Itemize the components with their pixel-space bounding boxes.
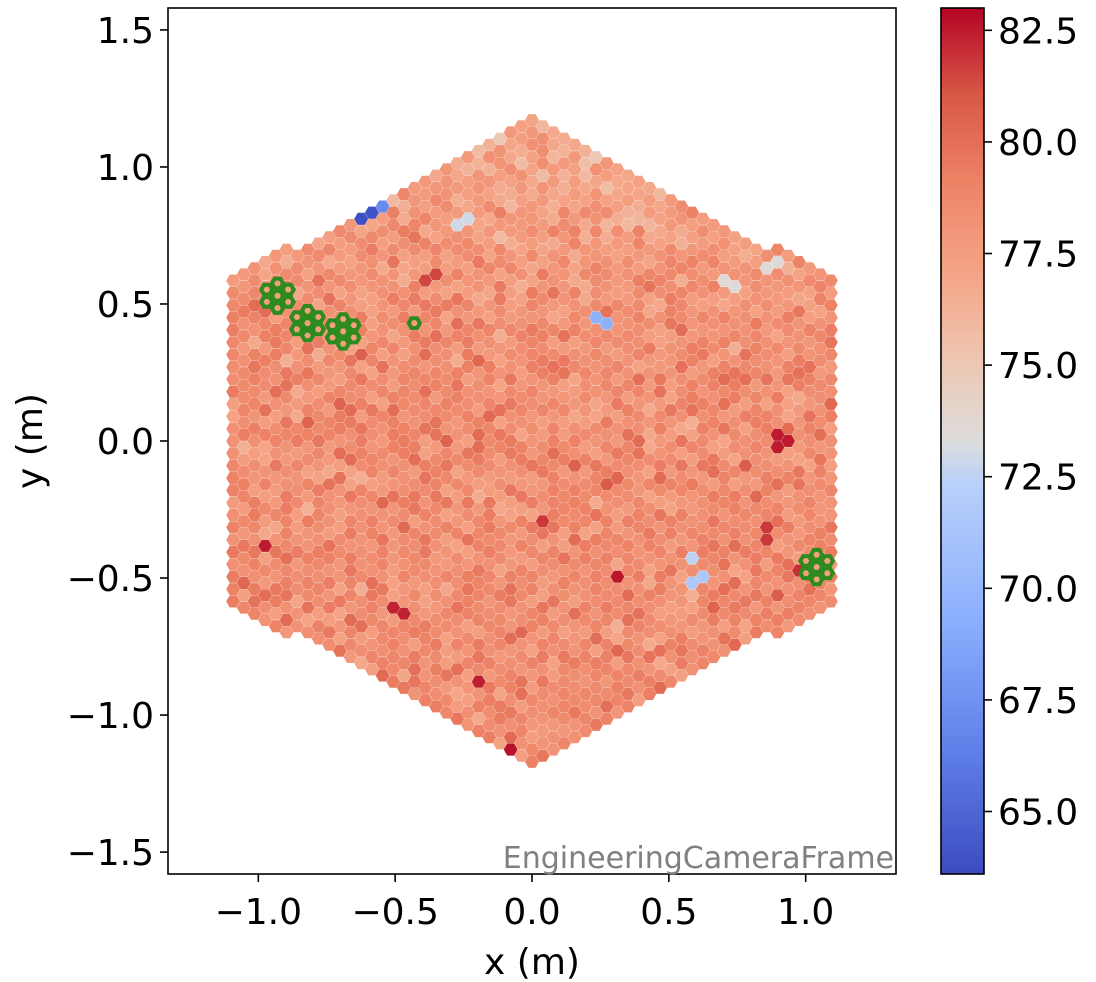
highlighted-pixel (348, 320, 359, 330)
colorbar: 82.5 80.0 77.5 75.0 72.5 70.0 67.5 65.0 (941, 8, 1078, 874)
x-axis-label: x (m) (484, 942, 580, 982)
colorbar-tick-label: 75.0 (998, 346, 1078, 387)
y-tick-label: 0.0 (97, 422, 154, 463)
highlighted-pixel (338, 327, 349, 337)
y-axis-ticks: 1.5 1.0 0.5 0.0 −0.5 −1.0 −1.5 (67, 11, 168, 874)
highlighted-pixel (800, 568, 811, 578)
x-tick-label: 1.0 (777, 892, 834, 933)
highlighted-pixel (272, 303, 283, 313)
highlighted-pixel (822, 568, 833, 578)
frame-label: EngineeringCameraFrame (503, 841, 894, 876)
highlighted-pixel (313, 312, 324, 322)
colorbar-tick-label: 77.5 (998, 235, 1078, 276)
highlighted-pixel-cluster (327, 314, 360, 348)
x-tick-label: −0.5 (351, 892, 438, 933)
highlighted-pixel (811, 575, 822, 585)
y-axis-label: y (m) (10, 393, 51, 489)
highlighted-pixel-cluster (261, 279, 294, 313)
y-tick-label: 1.0 (97, 148, 154, 189)
highlighted-pixel (338, 339, 349, 349)
colorbar-tick-label: 67.5 (998, 681, 1078, 722)
highlighted-pixel (822, 556, 833, 566)
y-tick-label: −1.0 (67, 696, 154, 737)
highlighted-pixel (261, 297, 272, 307)
highlighted-pixel (302, 306, 313, 316)
highlighted-pixel (302, 318, 313, 328)
highlighted-pixel (272, 279, 283, 289)
highlighted-pixel-cluster (800, 550, 833, 584)
highlighted-pixel (283, 297, 294, 307)
colorbar-tick-label: 82.5 (998, 11, 1078, 52)
highlighted-pixel (348, 333, 359, 343)
x-tick-label: 0.5 (640, 892, 697, 933)
colorbar-ticks: 82.5 80.0 77.5 75.0 72.5 70.0 67.5 65.0 (984, 11, 1078, 833)
highlighted-pixel (272, 291, 283, 301)
highlighted-pixel (409, 318, 420, 328)
highlighted-pixel (291, 325, 302, 335)
colorbar-tick-label: 72.5 (998, 458, 1078, 499)
y-tick-label: −0.5 (67, 559, 154, 600)
x-axis-ticks: −1.0 −0.5 0.0 0.5 1.0 (215, 874, 835, 933)
highlighted-pixel (261, 285, 272, 295)
highlighted-pixel (302, 331, 313, 341)
highlighted-pixel (800, 556, 811, 566)
y-tick-label: 1.5 (97, 11, 154, 52)
highlighted-pixel (327, 320, 338, 330)
colorbar-tick-label: 70.0 (998, 569, 1078, 610)
highlighted-pixel (291, 312, 302, 322)
y-tick-label: 0.5 (97, 285, 154, 326)
x-tick-label: −1.0 (215, 892, 302, 933)
highlighted-pixel-cluster (409, 318, 420, 328)
highlighted-pixel-cluster (291, 306, 324, 340)
highlighted-pixel (338, 314, 349, 324)
y-tick-label: −1.5 (67, 833, 154, 874)
highlighted-pixel (811, 550, 822, 560)
colorbar-gradient (941, 8, 984, 874)
colorbar-tick-label: 80.0 (998, 123, 1078, 164)
camera-pixel-grid (226, 114, 838, 768)
highlighted-pixel (283, 285, 294, 295)
colorbar-tick-label: 65.0 (998, 793, 1078, 834)
highlighted-pixel (811, 562, 822, 572)
x-tick-label: 0.0 (503, 892, 560, 933)
highlighted-pixel (313, 325, 324, 335)
highlighted-pixel (327, 333, 338, 343)
